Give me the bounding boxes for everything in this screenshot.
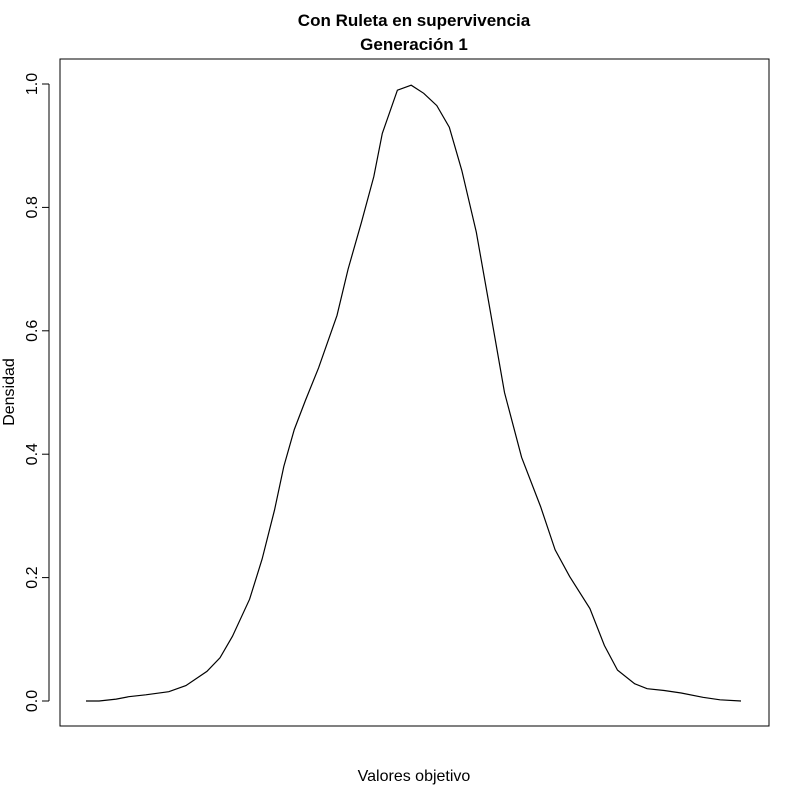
chart-subtitle: Generación 1 [360,35,468,54]
x-axis-label: Valores objetivo [358,768,471,785]
y-tick-label: 0.8 [24,196,41,218]
y-tick-label: 1.0 [24,73,41,95]
y-axis-label: Densidad [1,358,18,426]
y-axis: 0.0 0.2 0.4 0.6 0.8 1.0 [24,73,50,712]
chart-title: Con Ruleta en supervivencia [298,11,531,30]
y-tick-label: 0.4 [24,443,41,465]
plot-frame [59,58,770,727]
y-tick-label: 0.2 [24,566,41,588]
density-line [86,84,742,702]
y-tick-label: 0.0 [24,690,41,712]
y-tick-label: 0.6 [24,320,41,342]
